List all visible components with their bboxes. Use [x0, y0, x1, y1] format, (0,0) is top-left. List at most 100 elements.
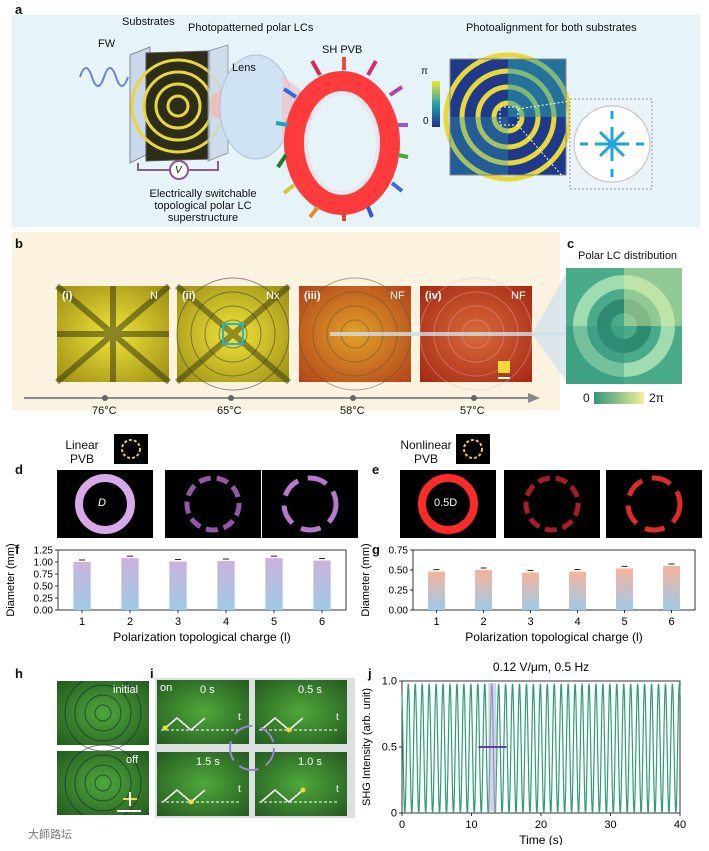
- chart-g-diameter: 0.00 0.25 0.50 0.75 1 2 3 4 5 6 Polarization topol…: [360, 543, 696, 644]
- chart-j-shg: 0.12 V/μm, 0.5 Hz 0 10 20 30 40 0 0.5 1.0 Time (s…: [361, 660, 686, 845]
- j-xtick-label: 0: [399, 819, 405, 831]
- g-xtick-label: 3: [527, 616, 533, 628]
- phase-roman-1: (i): [62, 290, 73, 302]
- panel-i-t3: 1.5 s: [196, 756, 220, 768]
- label-fw: FW: [98, 38, 116, 50]
- g-xtick-label: 2: [480, 616, 486, 628]
- panel-label-e: e: [372, 462, 380, 477]
- panel-d-diameter: D: [98, 497, 106, 509]
- g-xlabel: Polarization topological charge (l): [465, 630, 642, 644]
- voltage-source: [169, 160, 189, 180]
- panel-e-title: Nonlinear PVB: [400, 438, 452, 466]
- j-ytick-label: 0: [391, 808, 397, 820]
- label-voltage: V: [175, 165, 182, 176]
- label-photoalignment: Photoalignment for both substrates: [466, 22, 637, 34]
- g-xtick-label: 5: [621, 616, 627, 628]
- panel-label-b: b: [15, 236, 23, 251]
- chart-f-diameter: 0.000.250.500.751.001.25 1 2 3 4 5 6 Polarizati…: [5, 543, 347, 644]
- panel-label-j: j: [368, 666, 372, 681]
- photoalign-colorscale: [432, 81, 440, 127]
- panel-label-g: g: [372, 542, 380, 557]
- phase-name-3: NF: [390, 290, 405, 302]
- g-bar: [569, 571, 586, 610]
- j-xtick-label: 10: [465, 819, 477, 831]
- phase-name-4: NF: [511, 290, 526, 302]
- phase-name-2: Nx: [266, 290, 280, 302]
- g-bar: [616, 568, 633, 610]
- j-ytick-label: 0.5: [382, 742, 397, 754]
- panel-h-micrographs: [57, 681, 149, 815]
- f-bar: [73, 562, 91, 610]
- f-xtick-label: 3: [175, 616, 181, 628]
- panel-i-taxis-1: t: [238, 712, 241, 723]
- panel-h-initial: initial: [113, 684, 139, 696]
- j-xtick-label: 40: [674, 819, 686, 831]
- g-ytick-label: 0.25: [389, 586, 409, 597]
- panel-i-taxis-2: t: [336, 712, 339, 723]
- f-bar: [169, 561, 187, 610]
- g-bar: [475, 570, 492, 610]
- g-bar: [428, 571, 445, 610]
- scale-bottom-label: 0: [423, 116, 429, 127]
- j-series-line: [401, 683, 681, 814]
- zoom-inset-lines: [580, 111, 644, 177]
- wire-left: [137, 163, 170, 171]
- f-bar: [121, 558, 139, 610]
- f-bar: [217, 561, 235, 610]
- f-xtick-label: 6: [319, 616, 325, 628]
- panel-c-scale-max: 2π: [649, 391, 664, 405]
- j-ylabel: SHG Intensity (arb. unit): [361, 688, 373, 806]
- f-xtick-label: 1: [79, 616, 85, 628]
- panel-h-off: off: [126, 754, 139, 766]
- f-ytick-label: 0.75: [34, 570, 54, 581]
- f-bar: [313, 560, 331, 610]
- panel-i-micrographs: [155, 678, 355, 818]
- polarization-arrows: [275, 57, 409, 221]
- phase-name-1: N: [150, 290, 158, 302]
- g-ytick-label: 0.50: [389, 566, 409, 577]
- label-lens: Lens: [232, 62, 256, 74]
- panel-i-t2: 1.0 s: [298, 756, 322, 768]
- polar-lc-distribution: [566, 268, 682, 384]
- panel-c-title: Polar LC distribution: [578, 250, 678, 262]
- label-substrates: Substrates: [122, 16, 175, 28]
- f-frame: [57, 549, 347, 611]
- g-bar: [663, 566, 680, 610]
- temp-3: 58°C: [340, 405, 365, 417]
- panel-label-f: f: [15, 542, 20, 557]
- f-ylabel: Diameter (mm): [5, 543, 17, 616]
- fundamental-wave: [79, 67, 129, 87]
- panel-label-d: d: [15, 462, 23, 477]
- j-xtick-label: 20: [535, 819, 547, 831]
- g-bar: [522, 572, 539, 610]
- watermark: 大師路坛: [28, 829, 72, 841]
- panel-e-diameter: 0.5D: [434, 497, 458, 509]
- temp-4: 57°C: [460, 405, 485, 417]
- f-xtick-label: 2: [127, 616, 133, 628]
- j-ytick-label: 1.0: [382, 676, 397, 688]
- panel-b-micrographs: [24, 270, 568, 403]
- g-xtick-label: 1: [433, 616, 439, 628]
- phase-roman-4: (iv): [425, 290, 442, 302]
- j-title: 0.12 V/μm, 0.5 Hz: [493, 660, 589, 674]
- label-polar-lcs: Photopatterned polar LCs: [188, 22, 314, 34]
- f-ytick-label: 0.50: [34, 582, 54, 593]
- panel-i-on: on: [160, 682, 173, 694]
- f-bar: [265, 558, 283, 610]
- panel-d-title: Linear PVB: [65, 438, 99, 466]
- label-sh-pvb: SH PVB: [322, 44, 363, 56]
- temp-1: 76°C: [92, 405, 117, 417]
- panel-c-scale-min: 0: [583, 391, 590, 405]
- phase-roman-2: (ii): [182, 290, 196, 302]
- f-xtick-label: 5: [271, 616, 277, 628]
- g-ytick-label: 0.75: [389, 546, 409, 557]
- panel-label-i: i: [150, 666, 154, 681]
- g-ytick-label: 0.00: [389, 606, 409, 617]
- f-ytick-label: 0.25: [34, 594, 54, 605]
- panel-a-schematic: [79, 44, 653, 221]
- panel-label-h: h: [15, 666, 23, 681]
- j-xtick-label: 30: [604, 819, 616, 831]
- panel-i-taxis-4: t: [336, 784, 339, 795]
- wire-right: [188, 161, 219, 171]
- panel-i-taxis-3: t: [238, 784, 241, 795]
